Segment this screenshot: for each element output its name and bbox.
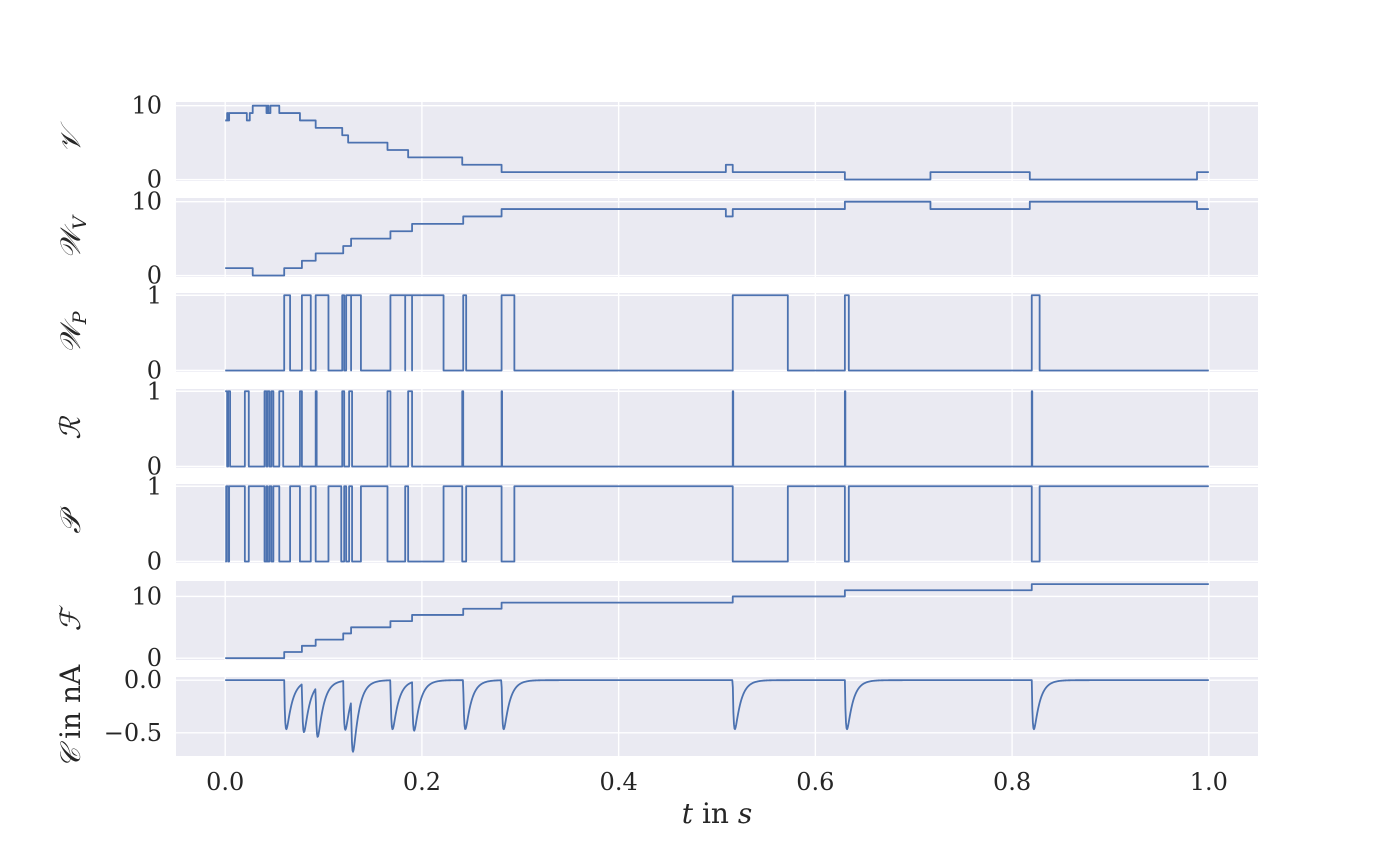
panel-f: 0 10 ℱ	[54, 581, 1258, 672]
x-tick-label: 0.6	[796, 768, 834, 796]
series-line-v	[225, 104, 1209, 181]
x-tick-label: 0.4	[600, 768, 638, 796]
y-tick-label: −0.5	[104, 719, 162, 747]
panel-background	[176, 389, 1258, 468]
panel-r: 0 1 ℛ	[54, 377, 1258, 480]
panel-background	[176, 293, 1258, 372]
y-axis-label: 𝒲P	[54, 310, 91, 353]
x-tick-label: 1.0	[1190, 768, 1228, 796]
y-tick-label: 10	[131, 188, 162, 216]
y-tick-label: 1	[147, 472, 162, 500]
panel-background	[176, 484, 1258, 563]
y-axis-label: 𝒞 in nA	[54, 664, 87, 768]
y-tick-label: 0	[147, 547, 162, 575]
series-line-w-v	[225, 200, 1209, 277]
y-tick-label: 0	[147, 452, 162, 480]
panel-v: 0 10 𝒱	[54, 92, 1258, 194]
panel-w-v: 0 10 𝒲V	[54, 188, 1258, 290]
y-axis-label: ℛ	[54, 416, 87, 440]
series-line-p	[225, 485, 1209, 563]
y-tick-label: 1	[147, 281, 162, 309]
series-line-c	[224, 679, 1210, 753]
x-axis-label: t in s	[682, 797, 752, 830]
y-tick-label: 0	[147, 262, 162, 290]
y-axis-label: 𝒲V	[54, 214, 91, 259]
x-tick-label: 0.0	[206, 768, 244, 796]
panel-background	[176, 198, 1258, 277]
x-tick-label: 0.2	[403, 768, 441, 796]
series-line-w-p	[225, 294, 1209, 372]
y-tick-label: 10	[131, 582, 162, 610]
panel-c: 0.0 −0.5 𝒞 in nA	[54, 664, 1258, 768]
y-tick-label: 0.0	[124, 666, 162, 694]
y-axis-label: 𝒫	[54, 506, 87, 534]
y-axis-label: 𝒱	[54, 121, 87, 153]
x-tick-label: 0.8	[993, 768, 1031, 796]
panel-p: 0 1 𝒫	[54, 472, 1258, 575]
y-tick-label: 0	[147, 644, 162, 672]
y-tick-label: 1	[147, 377, 162, 405]
panel-background	[176, 677, 1258, 756]
panel-background	[176, 581, 1258, 660]
y-axis-label: ℱ	[54, 605, 87, 632]
series-line-f	[225, 583, 1209, 660]
panel-background	[176, 102, 1258, 181]
series-line-r	[225, 390, 1209, 468]
y-tick-label: 0	[147, 356, 162, 384]
y-tick-label: 0	[147, 166, 162, 194]
y-tick-label: 10	[131, 92, 162, 120]
x-axis: 0.0 0.2 0.4 0.6 0.8 1.0	[206, 768, 1228, 796]
panel-w-p: 0 1 𝒲P	[54, 281, 1258, 384]
